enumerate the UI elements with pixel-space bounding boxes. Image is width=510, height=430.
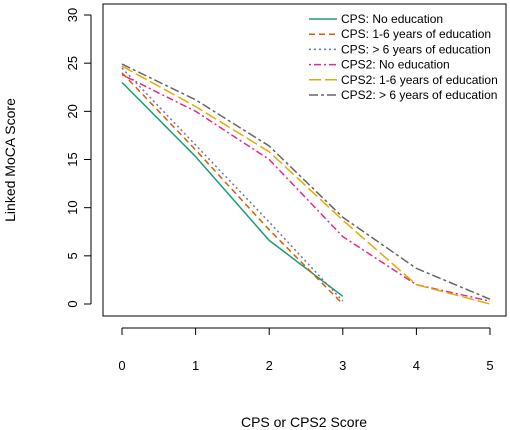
y-tick-label: 5 bbox=[65, 252, 80, 259]
x-tick-label: 3 bbox=[339, 358, 346, 373]
series-line-6 bbox=[121, 63, 491, 300]
series-line-2 bbox=[121, 72, 344, 305]
series-line-5 bbox=[121, 65, 491, 305]
y-tick-label: 15 bbox=[65, 152, 80, 166]
y-tick-label: 10 bbox=[65, 200, 80, 214]
x-tick-label: 4 bbox=[413, 358, 420, 373]
x-axis-title: CPS or CPS2 Score bbox=[241, 414, 367, 430]
legend-label: CPS: 1-6 years of education bbox=[341, 27, 491, 41]
series-layer bbox=[121, 63, 491, 305]
x-tick-label: 0 bbox=[118, 358, 125, 373]
series-line-1 bbox=[121, 81, 344, 297]
legend-label: CPS2: 1-6 years of education bbox=[341, 73, 498, 87]
y-tick-label: 20 bbox=[65, 104, 80, 118]
series-line-4 bbox=[121, 74, 491, 302]
x-tick-label: 5 bbox=[486, 358, 493, 373]
y-axis: 0 5 10 15 20 25 30 bbox=[65, 8, 92, 308]
legend-label: CPS: > 6 years of education bbox=[341, 42, 491, 56]
x-tick-label: 1 bbox=[192, 358, 199, 373]
y-axis-title: Linked MoCA Score bbox=[2, 98, 18, 222]
y-tick-label: 25 bbox=[65, 56, 80, 70]
legend-label: CPS: No education bbox=[341, 12, 443, 26]
y-tick-label: 0 bbox=[65, 300, 80, 307]
x-axis: 0 1 2 3 4 5 bbox=[118, 327, 494, 373]
x-tick-label: 2 bbox=[266, 358, 273, 373]
y-tick-label: 30 bbox=[65, 8, 80, 22]
legend-label: CPS2: > 6 years of education bbox=[341, 88, 497, 102]
legend-label: CPS2: No education bbox=[341, 58, 450, 72]
plot-frame bbox=[102, 3, 507, 317]
